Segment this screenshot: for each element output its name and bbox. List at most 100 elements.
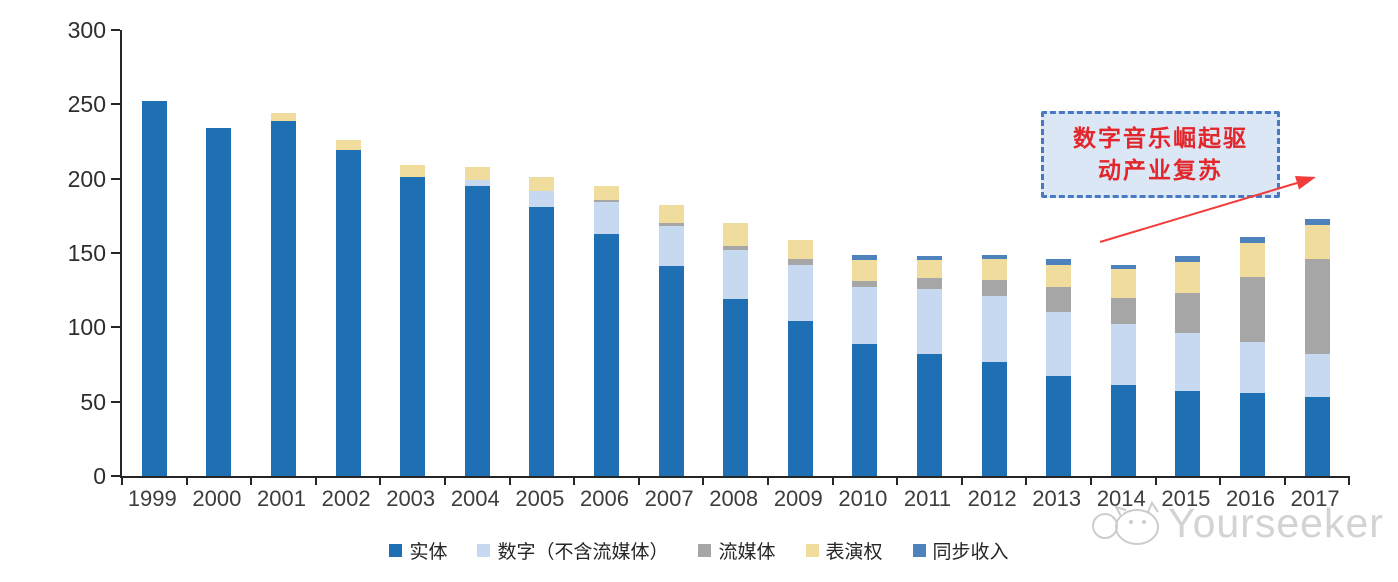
- bar-segment: [852, 281, 878, 288]
- x-axis-tick-label: 2009: [773, 486, 823, 511]
- plot-area: [111, 29, 1351, 485]
- bar-segment: [464, 186, 490, 476]
- x-axis-tick-label: 2005: [515, 486, 565, 511]
- bar-segment: [917, 256, 942, 261]
- x-axis-tick: [250, 478, 253, 485]
- x-axis-tick-label: 2003: [386, 486, 436, 511]
- bar-segment: [917, 288, 942, 355]
- bar-segment: [594, 202, 619, 234]
- x-axis-tick-label: 2016: [1226, 486, 1275, 511]
- x-axis-tick-label: 2017: [1290, 486, 1340, 511]
- bar-segment: [1046, 287, 1072, 313]
- x-axis-tick-label: 2013: [1032, 486, 1082, 511]
- bar-segment: [658, 223, 684, 227]
- bar-segment: [400, 165, 426, 178]
- bar-segment: [852, 287, 878, 344]
- watermark-text: Yourseeker: [1168, 500, 1384, 546]
- legend-label: 表演权: [825, 542, 883, 563]
- bar-segment: [1304, 258, 1330, 355]
- bar-segment: [787, 239, 813, 259]
- bar-2005: [529, 177, 555, 476]
- legend-label: 实体: [409, 542, 448, 563]
- x-axis-tick: [1283, 478, 1286, 485]
- legend-label: 流媒体: [718, 542, 776, 563]
- legend-swatch-icon: [805, 544, 819, 557]
- legend-label: 数字（不含流媒体）: [497, 542, 669, 563]
- x-axis-tick: [444, 478, 446, 485]
- bar-segment: [464, 180, 490, 187]
- bar-segment: [1046, 376, 1072, 476]
- legend-swatch-icon: [477, 544, 491, 557]
- y-axis-tick-label: 200: [67, 165, 106, 192]
- y-axis-tick: [111, 29, 120, 31]
- bar-2004: [464, 166, 490, 476]
- x-axis-tick-label: 2010: [838, 486, 888, 511]
- bar-2011: [917, 256, 942, 476]
- bar-segment: [658, 226, 684, 267]
- chart-legend: 实体 数字（不含流媒体） 流媒体 表演权 同步收入: [0, 537, 1398, 564]
- bar-segment: [917, 354, 942, 476]
- bar-segment: [981, 258, 1007, 280]
- x-axis-tick: [896, 478, 899, 485]
- bar-2001: [271, 113, 296, 476]
- y-axis-tick-label: 300: [67, 17, 106, 43]
- bar-2017: [1304, 218, 1330, 476]
- x-axis-tick-label: 2006: [580, 486, 629, 511]
- legend-item: 表演权: [805, 537, 883, 564]
- bar-segment: [335, 140, 361, 151]
- bar-segment: [981, 296, 1007, 362]
- bar-segment: [271, 120, 296, 476]
- bar-segment: [723, 250, 749, 300]
- watermark: Yourseeker: [1088, 496, 1384, 550]
- bar-2007: [658, 205, 684, 476]
- bar-segment: [1175, 333, 1201, 392]
- bar-segment: [1240, 276, 1265, 343]
- bar-segment: [1110, 324, 1136, 386]
- y-axis-tick-label: 100: [67, 314, 106, 341]
- bar-segment: [1046, 258, 1072, 265]
- bar-segment: [1175, 391, 1201, 476]
- bar-segment: [594, 233, 619, 476]
- bar-segment: [594, 186, 619, 200]
- bar-segment: [1304, 354, 1330, 398]
- bar-segment: [271, 113, 296, 121]
- bar-segment: [1110, 269, 1136, 298]
- bar-2000: [206, 128, 232, 476]
- legend-item: 同步收入: [912, 537, 1009, 564]
- bar-2015: [1175, 256, 1201, 476]
- x-axis-tick: [1348, 478, 1351, 485]
- x-axis-tick-label: 1999: [127, 486, 177, 511]
- bar-segment: [1046, 264, 1072, 288]
- legend-item: 流媒体: [698, 537, 776, 564]
- bar-segment: [852, 260, 878, 282]
- bar-segment: [1175, 261, 1201, 294]
- y-axis-tick: [111, 103, 120, 106]
- x-axis-tick-label: 2002: [321, 486, 371, 511]
- x-axis-tick-label: 2011: [903, 486, 952, 511]
- y-axis-tick: [111, 252, 120, 254]
- x-axis-tick: [960, 478, 963, 485]
- x-axis-tick-label: 2000: [192, 486, 242, 511]
- bar-segment: [141, 101, 167, 476]
- x-axis-tick-label: 2004: [450, 486, 500, 511]
- bar-segment: [1240, 242, 1265, 277]
- bar-1999: [141, 101, 167, 476]
- bar-segment: [1110, 297, 1136, 325]
- x-axis-tick: [1154, 478, 1157, 485]
- bar-segment: [1304, 397, 1330, 476]
- bar-segment: [529, 190, 555, 207]
- x-axis-tick: [508, 478, 511, 485]
- x-axis-tick-label: 2007: [644, 486, 694, 511]
- bar-segment: [787, 321, 813, 476]
- x-axis-tick: [1219, 478, 1222, 485]
- bar-segment: [658, 205, 684, 224]
- x-axis-tick-label: 2012: [967, 486, 1017, 511]
- legend-label: 同步收入: [932, 542, 1009, 563]
- bar-segment: [1304, 224, 1330, 259]
- bar-2012: [981, 254, 1007, 476]
- bar-segment: [335, 150, 361, 476]
- legend-item: 实体: [389, 537, 447, 564]
- bar-segment: [1110, 385, 1136, 476]
- bar-segment: [723, 299, 749, 476]
